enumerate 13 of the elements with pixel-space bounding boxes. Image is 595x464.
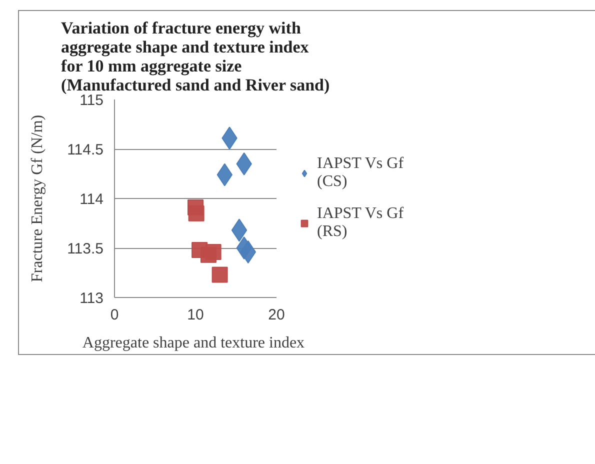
x-tick-label: 10 (187, 306, 204, 324)
x-tick-label: 0 (110, 306, 119, 324)
x-axis-title: Aggregate shape and texture index (82, 334, 305, 352)
y-tick-label: 115 (80, 92, 104, 109)
legend-label: IAPST Vs Gf (CS) (317, 155, 404, 191)
y-axis-title: Fracture Energy Gf (N/m) (29, 114, 46, 282)
y-tick-label: 114.5 (67, 142, 104, 158)
y-tick-label: 113 (80, 290, 104, 307)
legend-label: IAPST Vs Gf (RS) (317, 205, 404, 241)
y-tick-label: 114 (80, 191, 104, 208)
chart-title: Variation of fracture energy with aggregate shape and texture index for 10 mm aggregate size (Manufactured sand and River sand) (61, 18, 330, 94)
y-tick-label: 113.5 (67, 240, 104, 258)
x-tick-label: 20 (268, 306, 285, 324)
